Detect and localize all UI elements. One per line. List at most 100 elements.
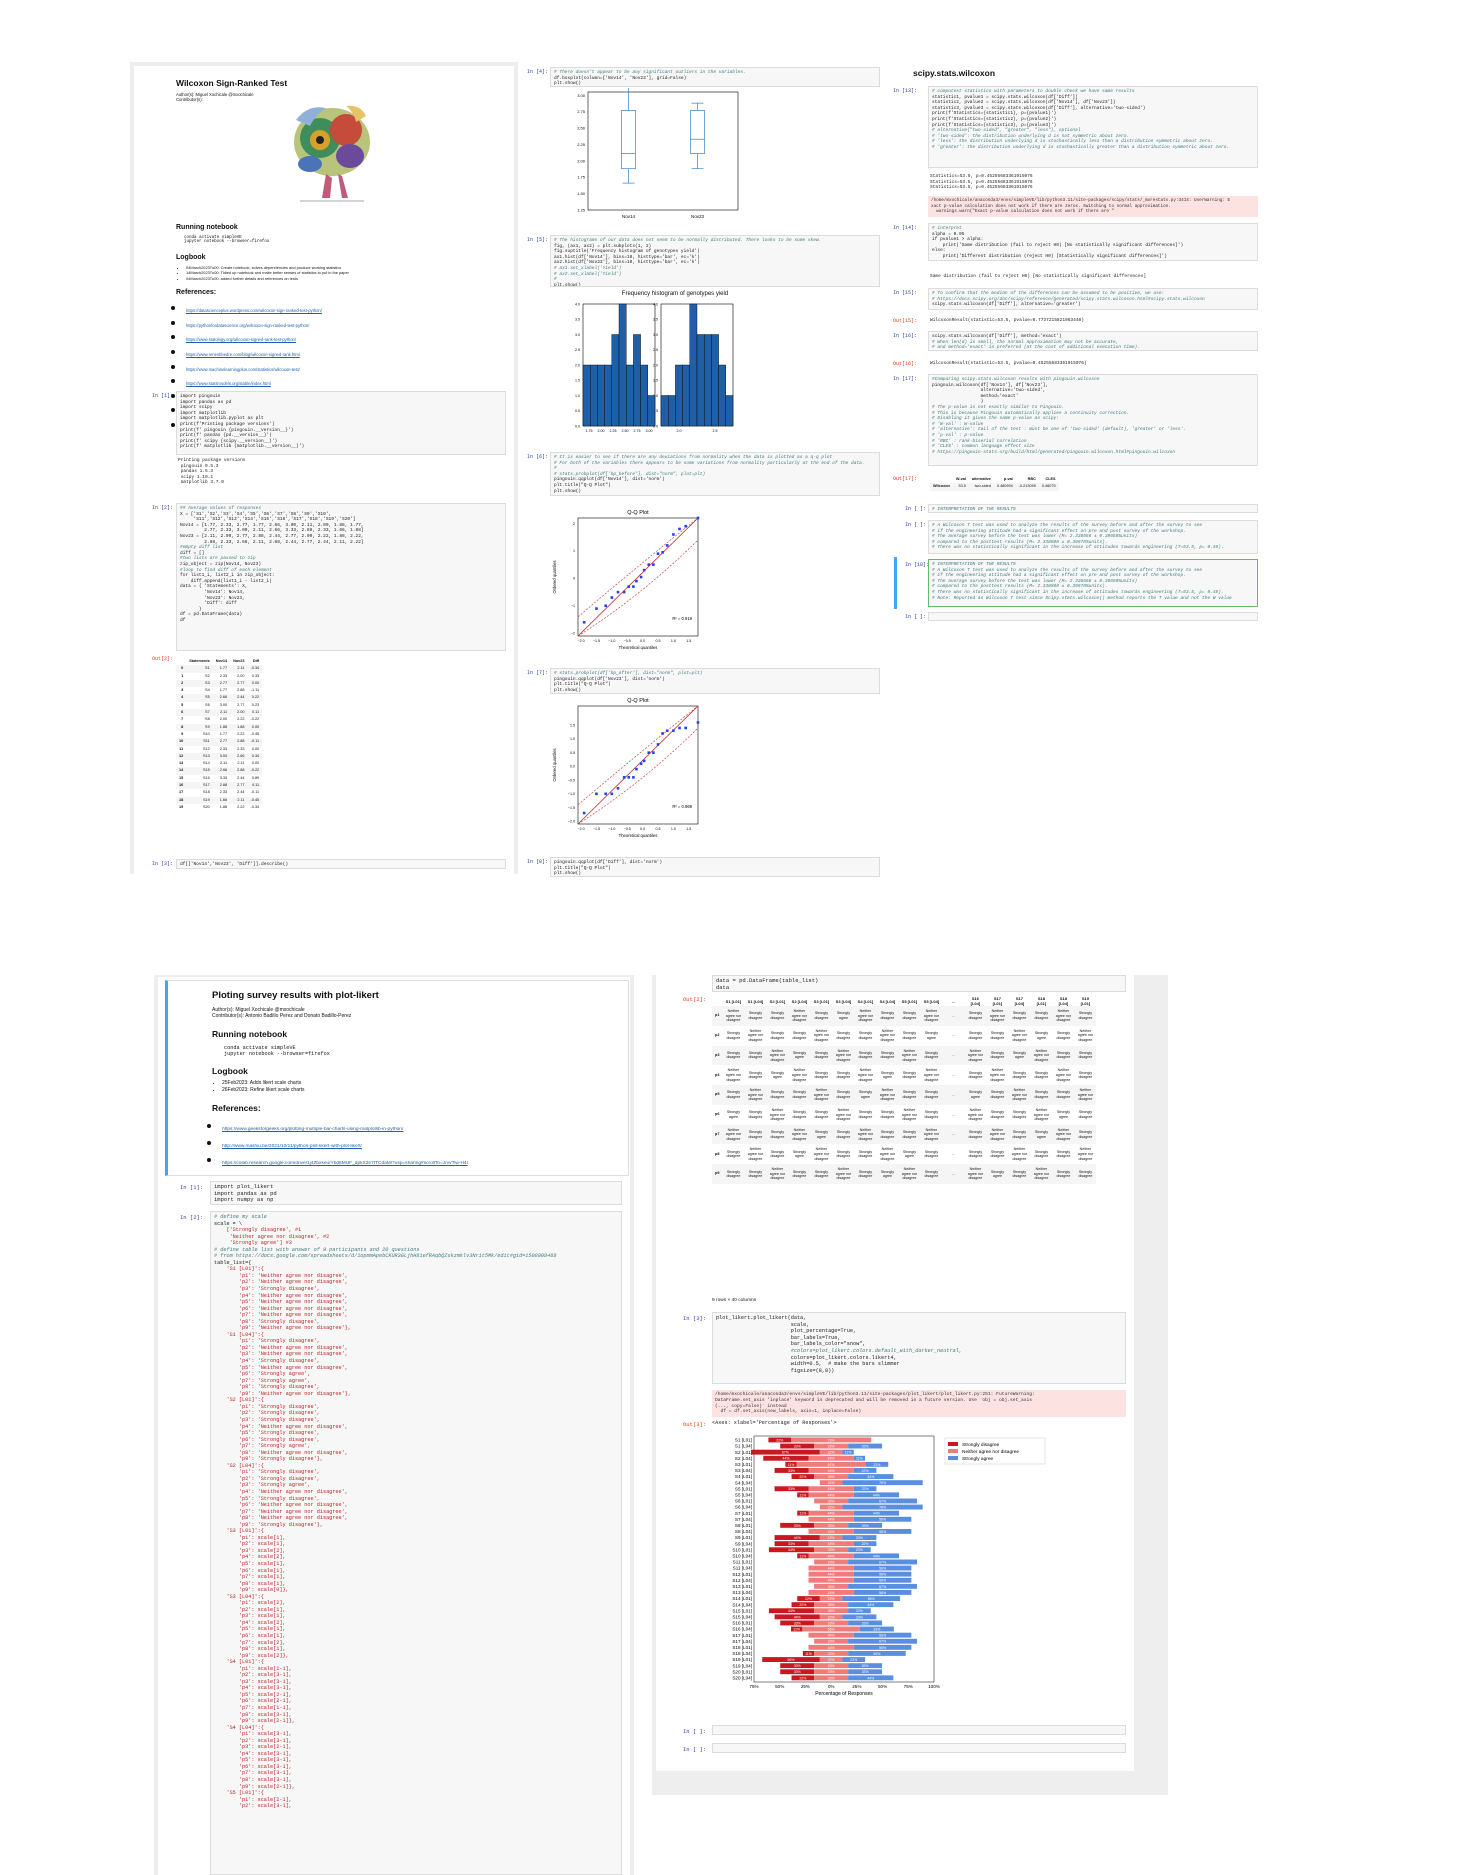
likert-bar-label: 44%	[828, 1512, 835, 1516]
df-cell: 2.11	[212, 709, 231, 717]
df-cell: Strongly agree	[924, 1031, 939, 1040]
qq-ytick: −1.5	[568, 806, 575, 810]
df-cell: -0.34	[247, 665, 263, 673]
df-cell: S19	[186, 796, 213, 804]
code-line: plt.show()	[554, 871, 582, 877]
nb1-in8-code[interactable]: pingouin.qqplot(df['Diff'], dist='norm')…	[550, 857, 880, 877]
nb1c-interp2-cell[interactable]: # A Wilcoxon T test was used to analyze …	[928, 520, 1258, 554]
nb1-ref-link[interactable]: https://pythonfordatascience.org/wilcoxo…	[186, 322, 310, 328]
nb2-in2-prompt: In [2]:	[180, 1214, 204, 1221]
code-line: 'p4': 'Strongly disagree',	[214, 1358, 320, 1365]
hist-title: Frequency histogram of genotypes yield	[621, 291, 729, 297]
likert-bar-label: 33%	[828, 1603, 835, 1607]
df-header: S1 [L01]	[725, 998, 742, 1004]
nb1-in1-code[interactable]: import pingouin import pandas as pd import…	[176, 391, 506, 455]
nb1-in2-prompt: In [2]:	[152, 505, 174, 511]
nb1-header: Wilcoxon Sign-Ranked Test Author(s): Mig…	[176, 78, 506, 102]
likert-bar	[808, 1455, 854, 1461]
df-cell: Neither agree nor disagree	[766, 1164, 789, 1185]
nb2-in1-code[interactable]: import plot_likert import pandas as pd imp…	[210, 1181, 622, 1205]
nb1-in4-code[interactable]: # There doesn't appear to be any signifi…	[550, 67, 880, 87]
code-line: #	[554, 277, 557, 283]
nb2b-shape: 9 rows × 40 columns	[712, 1298, 757, 1303]
df-cell: Strongly disagree	[964, 1006, 987, 1026]
nb2-ref-link[interactable]: https://www.geeksforgeeks.org/plotting-m…	[222, 1127, 404, 1132]
hist-bar	[703, 334, 712, 427]
nb2-title: Ploting survey results with plot-likert	[212, 990, 379, 1001]
likert-bar	[859, 1626, 894, 1632]
nb1c-empty-cell[interactable]	[928, 612, 1258, 621]
nb1-in5-code[interactable]: # The histograms of our data does not se…	[550, 235, 880, 287]
nb1c-in15-code[interactable]: # To confirm that the median of the diff…	[928, 288, 1258, 310]
df-cell: Strongly agree	[726, 1110, 741, 1119]
hist-ytick: 1.5	[653, 379, 658, 383]
nb1c-interp1-cell[interactable]: # INTERPRETATION OF THE RESULTS	[928, 504, 1258, 513]
df-cell: Strongly disagree	[920, 1085, 943, 1105]
likert-bar-label: 11%	[799, 1512, 806, 1516]
df-cell: Strongly disagree	[726, 1149, 741, 1159]
nb1-in2-code[interactable]: ## Average values of responses X = ['S1',…	[176, 503, 506, 651]
nb1-ref-link[interactable]: https://www.statsmodels.org/stable/index…	[186, 381, 271, 387]
code-line: # Disabling it gives the same p-value as…	[932, 416, 1059, 422]
box-ytick: 1.25	[577, 208, 586, 213]
code-line: # https://pingouin-stats.org/build/html/…	[932, 449, 1176, 455]
nb2-logbook-item: 26Feb2023: Refine likert scale charts	[222, 1087, 612, 1094]
nb2b-empty-cell-1[interactable]	[712, 1725, 1126, 1735]
df-cell: Strongly disagree	[880, 1110, 895, 1119]
df-cell: 2.88	[230, 767, 248, 775]
nb1c-in14-code[interactable]: # interpret alpha = 0.05 if pvalue1 > alph…	[928, 223, 1258, 261]
df-cell: 2.22	[237, 804, 245, 809]
likert-bar	[853, 1577, 912, 1583]
code-line: # stats.probplot(df['bp_after'], dist="n…	[554, 671, 703, 676]
qq-r2: R² = 0.919	[672, 616, 692, 621]
df-cell: Strongly disagree	[902, 1031, 917, 1040]
nb2-ref-link[interactable]: http://www.mashiu.be/2021/10/11/python-p…	[222, 1143, 362, 1149]
nb2-in2-code[interactable]: # define my scale scale = \ ['Strongly di…	[210, 1211, 622, 1875]
code-line: print(f'Statistics={statistic1}, p={pval…	[932, 111, 1057, 117]
likert-bar	[808, 1486, 854, 1492]
nb1c-in18-code[interactable]: # INTERPRETATION OF THE RESULTS # A Wilco…	[928, 559, 1258, 607]
qq-ylabel: Ordered quantiles	[552, 748, 557, 781]
qq-point	[610, 792, 614, 796]
qq-point	[616, 787, 620, 790]
likert-bar	[780, 1443, 815, 1449]
nb1c-in17-code[interactable]: #Comparing scipy.stats.wilcoxon results …	[928, 374, 1258, 466]
nb1c-in13-code[interactable]: # computest statistics with parameters t…	[928, 86, 1258, 168]
nb1-in6-code[interactable]: # It is easier to see if there are any d…	[550, 452, 880, 496]
likert-bar	[774, 1535, 820, 1540]
df-cell: Neither agree nor disagree	[1011, 1147, 1028, 1161]
nb1-in7-code[interactable]: # stats.probplot(df['bp_after'], dist="n…	[550, 668, 880, 694]
nb2-ref-link[interactable]: https://colab.research.google.com/drive/…	[222, 1160, 468, 1166]
hist-xtick: 2.0	[677, 429, 682, 433]
likert-bar-label: 56%	[879, 1579, 886, 1583]
df-cell: 0.34	[247, 752, 263, 761]
df-cell: ...	[942, 1085, 965, 1105]
hist-ytick: 1.5	[575, 379, 580, 383]
code-line: data = pd.DataFrame(table_list)	[716, 977, 819, 984]
code-line: 'p2': scale[3-1],	[214, 1672, 292, 1679]
nb1-ref-link[interactable]: https://www.statology.org/wilcoxon-signe…	[186, 337, 297, 343]
nb1-ref-link[interactable]: https://www.reneshbedre.com/blog/wilcoxo…	[186, 352, 300, 357]
nb2b-empty-cell-2[interactable]	[712, 1743, 1126, 1753]
likert-bar-label: 44%	[828, 1579, 835, 1583]
df-cell: Strongly disagree	[792, 1110, 807, 1119]
nb1-in3-code[interactable]: df[['Nov14','Nov23', 'Diff']].describe()	[176, 859, 506, 869]
df-cell: Neither agree nor disagree	[744, 1085, 767, 1105]
df-cell: Neither agree nor disagree	[901, 1107, 918, 1122]
likert-xtick: 50%	[878, 1684, 887, 1689]
nb1-ref-link[interactable]: https://www.machinelearningplus.com/stat…	[186, 366, 300, 372]
df-cell: 0.00	[251, 746, 260, 751]
nb1c-in16-code[interactable]: scipy.stats.wilcoxon(df['Diff'], method=…	[928, 331, 1258, 351]
nb2b-in3-code[interactable]: plot_likert.plot_likert(data, scale, plo…	[712, 1312, 1126, 1384]
nb2b-data-cell[interactable]: data = pd.DataFrame(table_list) data	[712, 975, 1126, 992]
df-cell: 7	[181, 717, 184, 722]
hist-ytick: 4.0	[653, 302, 658, 306]
hist-bar	[682, 364, 691, 427]
df-cell: Neither agree nor disagree	[722, 1124, 745, 1145]
likert-bar	[848, 1583, 918, 1589]
code-line: alpha = 0.05	[932, 231, 965, 237]
df-cell: ...	[942, 1045, 965, 1066]
code-line: # define my scale	[214, 1214, 267, 1220]
code-line: # The average survey before the test was…	[932, 534, 1138, 540]
nb1-ref-link[interactable]: https://datascienceplus.wordpress.com/wi…	[186, 308, 322, 314]
